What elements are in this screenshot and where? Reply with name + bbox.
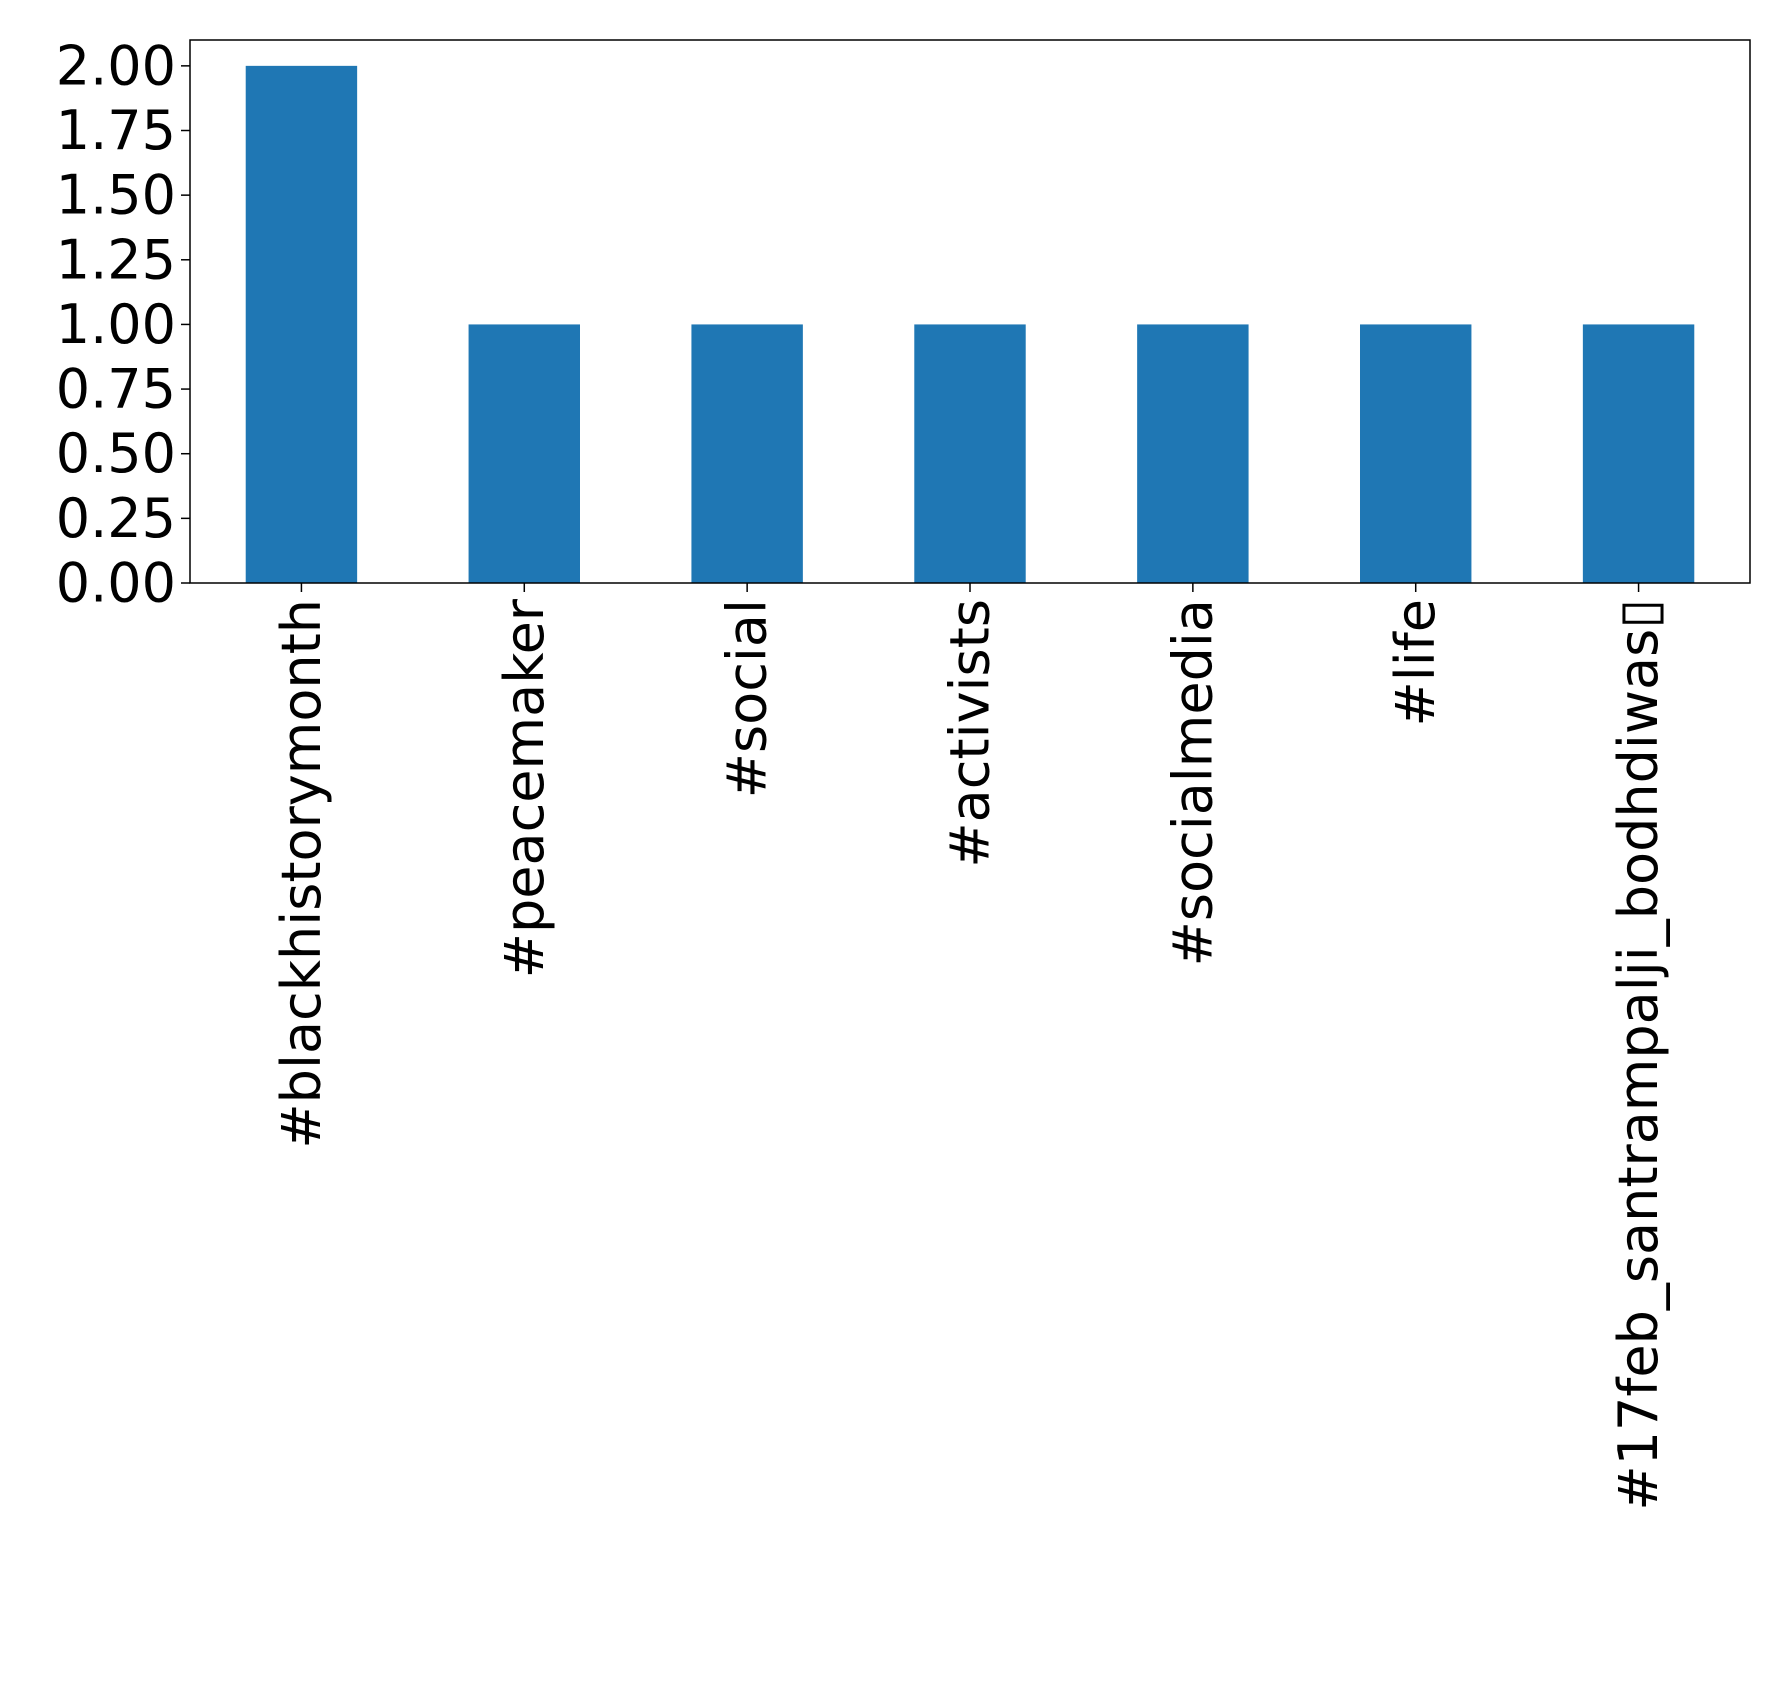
x-tick-label: #17feb_santrampalji_bodhdiwas▯	[1607, 599, 1670, 1511]
bar-1	[468, 324, 580, 583]
y-tick-label: 0.00	[56, 552, 176, 615]
bar-3	[914, 324, 1026, 583]
y-tick-label: 1.50	[56, 164, 176, 227]
y-tick-label: 0.50	[56, 422, 176, 485]
x-tick-label: #socialmedia	[1161, 599, 1224, 966]
y-tick-label: 1.75	[56, 99, 176, 162]
x-tick-label: #peacemaker	[493, 598, 556, 978]
x-tick-label: #activists	[939, 599, 1002, 868]
bar-5	[1360, 324, 1472, 583]
bar-6	[1582, 324, 1695, 583]
y-tick-label: 2.00	[56, 34, 176, 97]
y-axis: 0.000.250.500.751.001.251.501.752.00	[56, 34, 190, 615]
y-tick-label: 1.25	[56, 228, 176, 291]
bars-layer	[245, 65, 1695, 584]
y-tick-label: 0.25	[56, 487, 176, 550]
bar-0	[245, 65, 358, 584]
x-tick-label: #blackhistorymonth	[270, 599, 333, 1149]
y-tick-label: 0.75	[56, 358, 176, 421]
y-tick-label: 1.00	[56, 293, 176, 356]
bar-2	[691, 324, 803, 583]
x-axis: #blackhistorymonth #peacemaker #social #act…	[270, 583, 1670, 1511]
x-tick-label: #social	[716, 599, 779, 798]
x-tick-label: #life	[1384, 599, 1447, 727]
bar-4	[1137, 324, 1249, 583]
